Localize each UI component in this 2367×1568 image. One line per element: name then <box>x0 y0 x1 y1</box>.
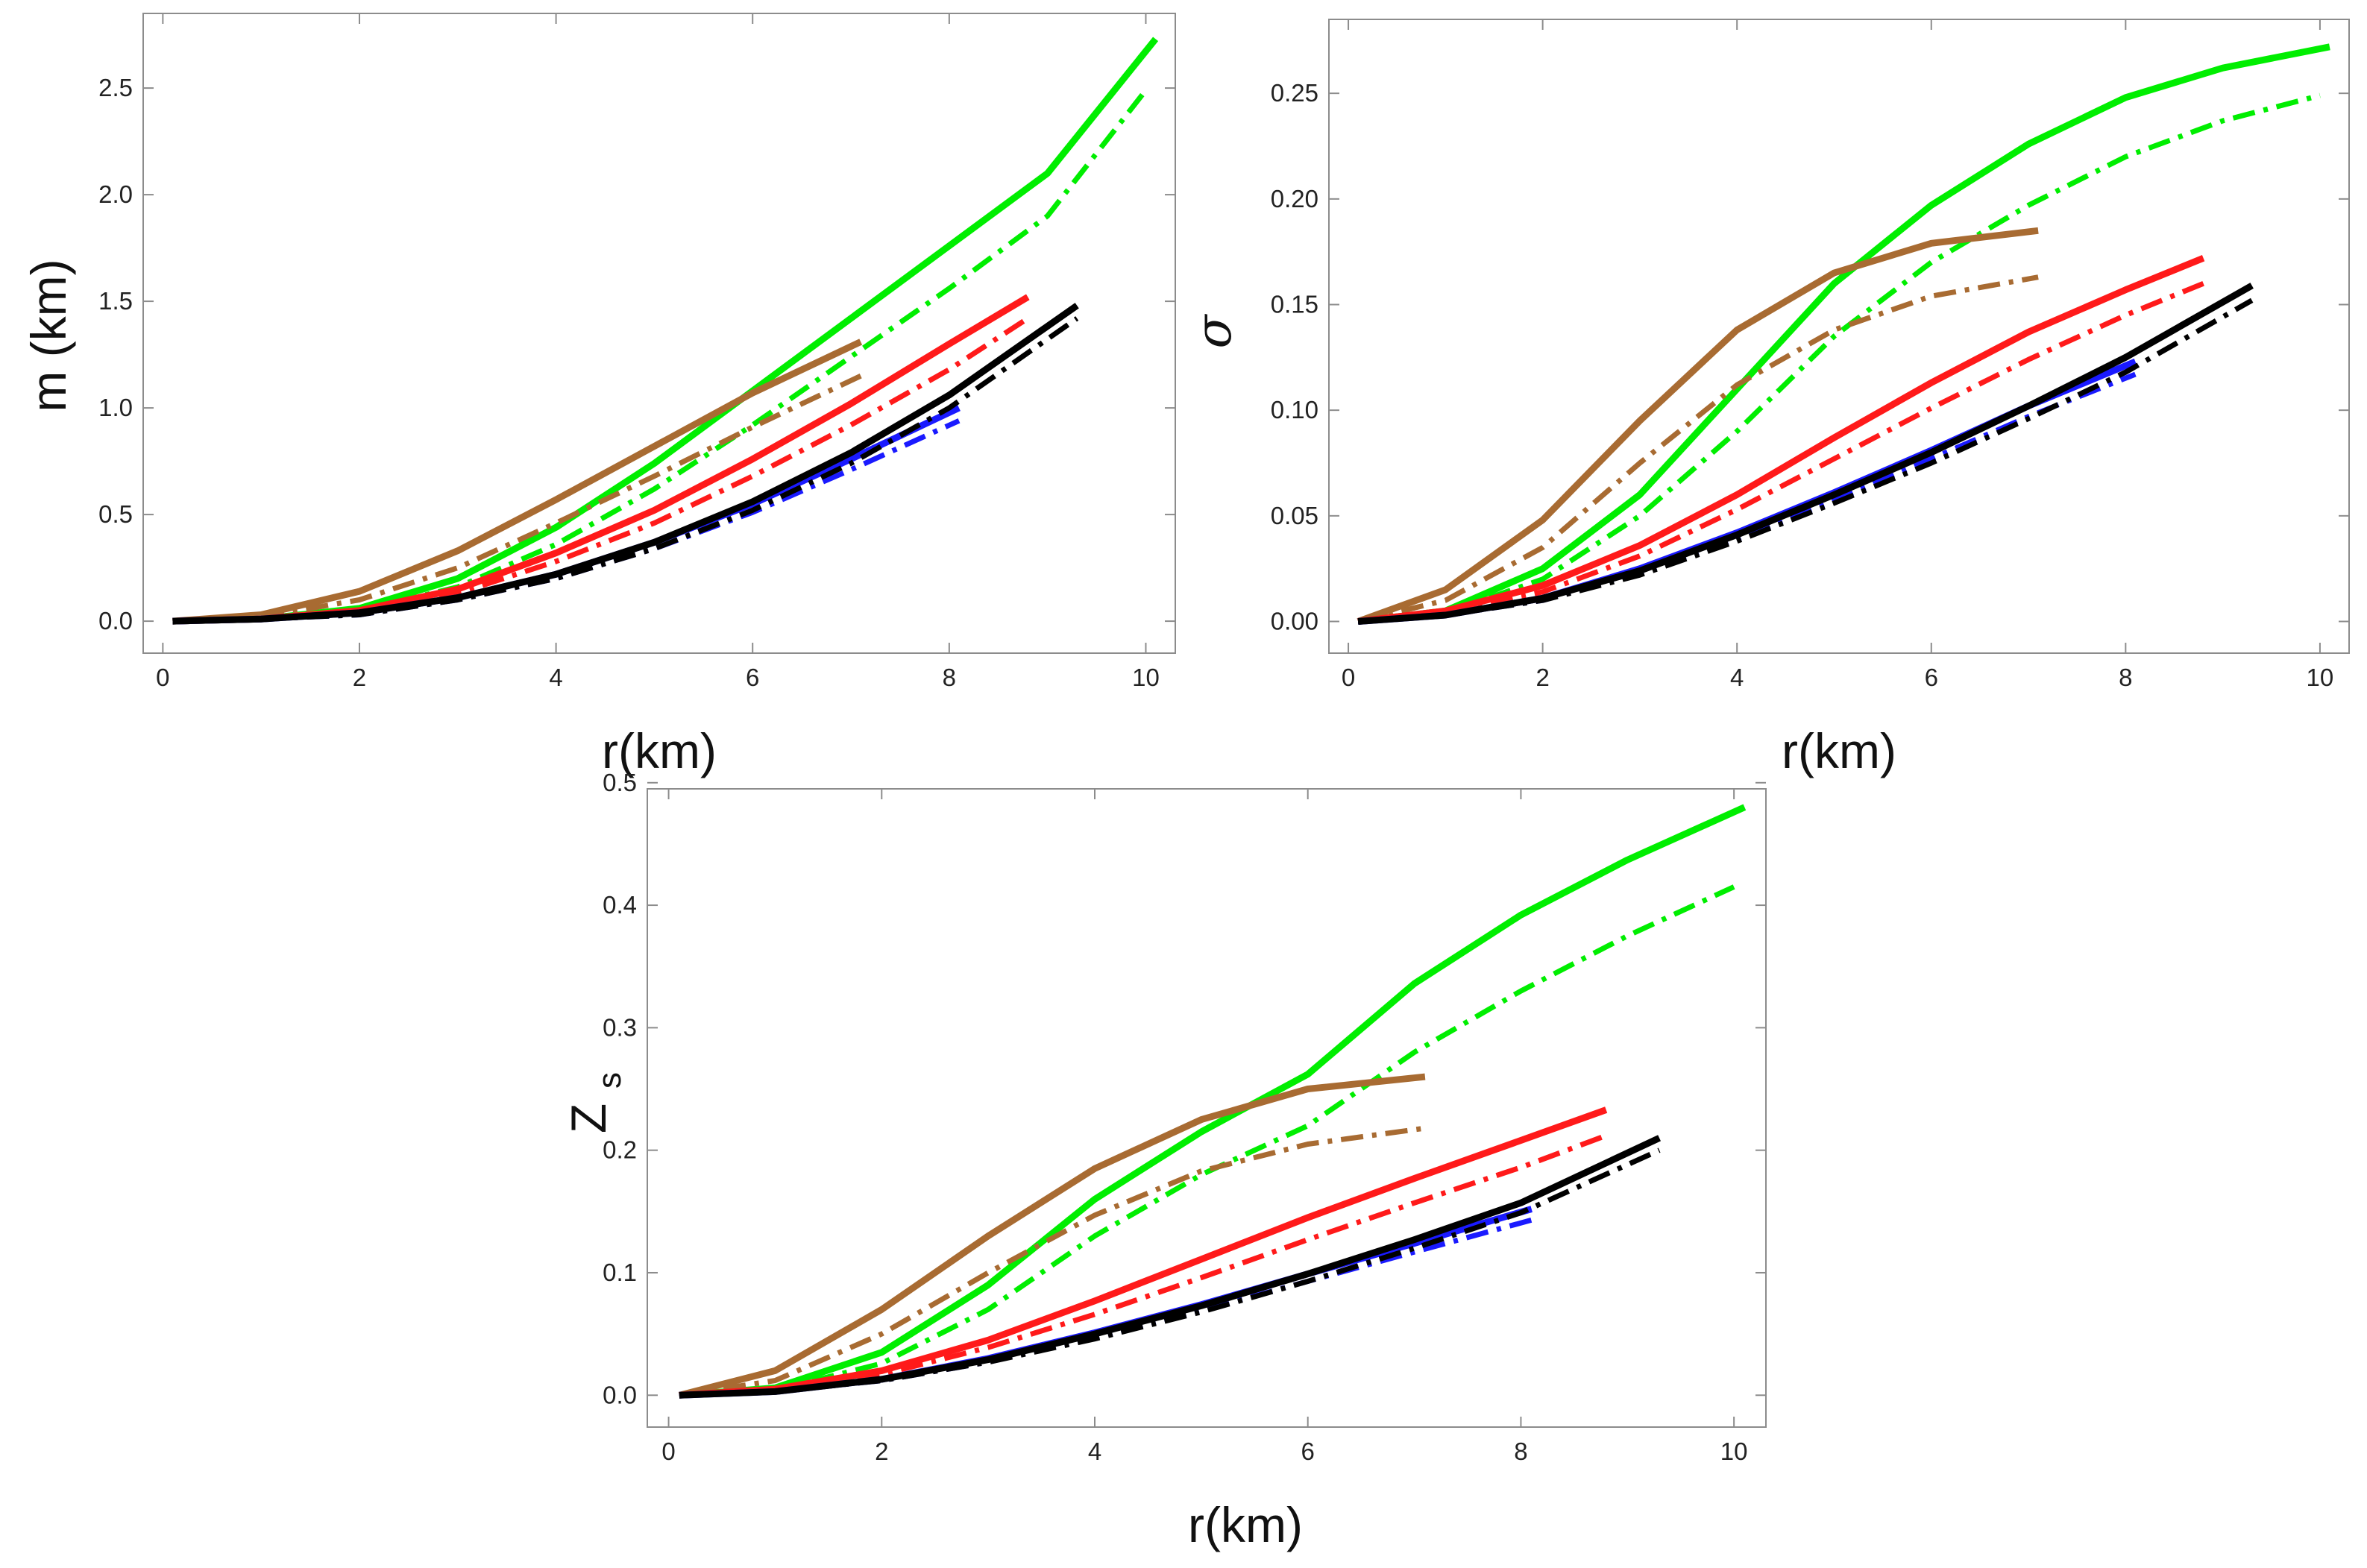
y-axis-ticks: 0.0 0.1 0.2 0.3 0.4 0.5 <box>603 769 1766 1408</box>
x-tick-label: 2 <box>1535 664 1549 691</box>
redshift-panel: 0.0 0.1 0.2 0.3 0.4 0.5 0 2 4 6 8 10 r(km) Z s <box>561 769 1767 1552</box>
series-line-red-solid <box>679 1106 1608 1399</box>
series-line-black-dash-dot <box>679 1147 1661 1398</box>
series-line-brown-solid <box>1357 227 2039 625</box>
series-line-brown-solid <box>172 339 863 625</box>
x-axis-label: r(km) <box>1782 723 1896 778</box>
x-tick-label: 8 <box>943 664 956 691</box>
series-group <box>172 37 1159 625</box>
series-line-red-solid <box>172 294 1030 625</box>
series-line-red-dash-dot <box>1357 280 2204 624</box>
plot-frame <box>1328 19 2350 654</box>
x-axis-label: r(km) <box>1188 1497 1303 1552</box>
series-line-green-dash-dot <box>1357 92 2321 624</box>
y-tick-label: 0.00 <box>1271 608 1318 635</box>
series-line-green-solid <box>1357 43 2330 625</box>
y-tick-label: 0.0 <box>98 607 133 635</box>
series-line-brown-solid <box>678 1073 1426 1399</box>
x-axis-label: r(km) <box>602 723 717 778</box>
series-line-black-dash-dot <box>172 316 1079 624</box>
y-tick-label: 0.4 <box>603 891 637 919</box>
series-group <box>1357 43 2330 625</box>
y-axis-label: m (km) <box>21 259 76 412</box>
series-line-brown-dash-dot <box>172 374 862 624</box>
x-tick-label: 8 <box>1514 1438 1527 1465</box>
y-tick-label: 1.5 <box>98 287 133 315</box>
y-tick-label: 0.3 <box>603 1013 637 1041</box>
series-group <box>678 804 1747 1399</box>
sigma-panel: 0.00 0.05 0.10 0.15 0.20 0.25 0 2 4 6 8 10 r(km) σ <box>1185 19 2350 778</box>
x-tick-label: 4 <box>1730 664 1744 691</box>
y-tick-label: 0.1 <box>603 1259 637 1286</box>
y-tick-label: 2.5 <box>98 74 133 101</box>
x-tick-label: 6 <box>1301 1438 1315 1465</box>
y-axis-label: σ <box>1185 314 1242 349</box>
x-tick-label: 0 <box>1342 664 1355 691</box>
x-tick-label: 6 <box>746 664 759 691</box>
x-tick-label: 2 <box>353 664 366 691</box>
y-axis-ticks: 0.0 0.5 1.0 1.5 2.0 2.5 <box>98 74 1175 635</box>
x-tick-label: 10 <box>2307 664 2334 691</box>
x-tick-label: 4 <box>1088 1438 1101 1465</box>
series-line-red-solid <box>1357 255 2205 625</box>
series-line-green-solid <box>679 804 1747 1399</box>
series-line-blue-solid <box>679 1206 1533 1399</box>
x-tick-label: 10 <box>1132 664 1160 691</box>
series-line-black-dash-dot <box>1357 297 2254 624</box>
x-tick-label: 4 <box>549 664 562 691</box>
x-tick-label: 10 <box>1720 1438 1748 1465</box>
y-tick-label: 0.5 <box>98 500 133 528</box>
y-tick-label: 1.0 <box>98 394 133 421</box>
x-axis-ticks: 0 2 4 6 8 10 <box>156 13 1160 691</box>
x-axis-ticks: 0 2 4 6 8 10 <box>661 789 1748 1465</box>
x-tick-label: 0 <box>156 664 169 691</box>
plot-frame <box>647 788 1767 1428</box>
series-line-red-dash-dot <box>172 316 1030 624</box>
y-tick-label: 0.0 <box>603 1381 637 1408</box>
y-tick-label: 0.10 <box>1271 396 1318 424</box>
x-axis-ticks: 0 2 4 6 8 10 <box>1342 19 2333 691</box>
y-tick-label: 0.5 <box>603 769 637 796</box>
y-tick-label: 0.15 <box>1271 291 1318 318</box>
y-axis-label-subscript: s <box>591 1072 628 1089</box>
y-tick-label: 0.25 <box>1271 79 1318 107</box>
x-tick-label: 8 <box>2119 664 2132 691</box>
y-tick-label: 0.2 <box>603 1136 637 1164</box>
series-line-green-dash-dot <box>679 884 1735 1398</box>
y-tick-label: 0.20 <box>1271 185 1318 212</box>
x-tick-label: 0 <box>661 1438 675 1465</box>
series-line-red-dash-dot <box>679 1133 1607 1398</box>
mass-panel: 0.0 0.5 1.0 1.5 2.0 2.5 0 2 4 6 8 10 r(km) m (km) <box>21 13 1176 778</box>
series-line-brown-dash-dot <box>679 1125 1426 1398</box>
series-line-blue-solid <box>172 405 961 625</box>
y-axis-ticks: 0.00 0.05 0.10 0.15 0.20 0.25 <box>1271 79 2349 635</box>
y-tick-label: 2.0 <box>98 180 133 208</box>
x-tick-label: 6 <box>1925 664 1938 691</box>
y-tick-label: 0.05 <box>1271 502 1318 529</box>
series-line-brown-dash-dot <box>1357 274 2039 624</box>
y-axis-label-group: Z s <box>561 1072 628 1133</box>
y-axis-label: Z <box>561 1103 616 1133</box>
plot-frame <box>142 13 1176 654</box>
x-tick-label: 2 <box>875 1438 888 1465</box>
